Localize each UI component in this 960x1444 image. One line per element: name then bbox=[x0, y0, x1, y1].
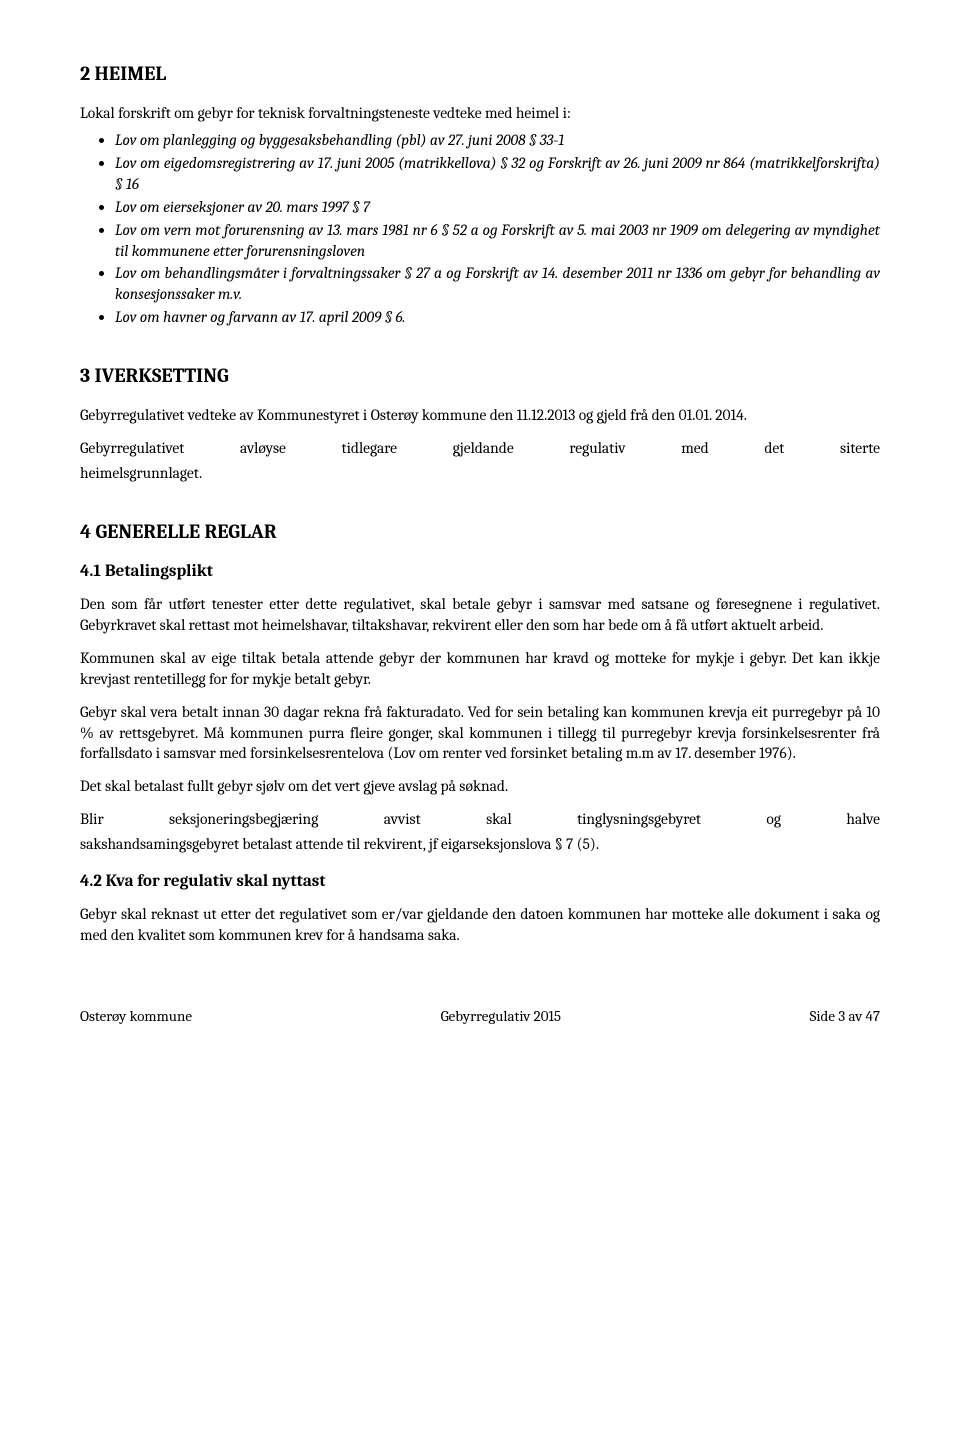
section-2-bullet-list: Lov om planlegging og byggesaksbehandlin… bbox=[80, 130, 880, 328]
footer-left: Osterøy kommune bbox=[80, 1006, 192, 1026]
section-4-1-paragraph-4: Det skal betalast fullt gebyr sjølv om d… bbox=[80, 776, 880, 797]
section-4-heading: 4 GENERELLE REGLAR bbox=[80, 518, 880, 545]
word: Gebyrregulativet bbox=[80, 438, 184, 459]
list-item: Lov om havner og farvann av 17. april 20… bbox=[115, 307, 880, 328]
footer-right: Side 3 av 47 bbox=[810, 1006, 880, 1026]
section-4-1-paragraph-1: Den som får utført tenester etter dette … bbox=[80, 594, 880, 636]
word: seksjoneringsbegjæring bbox=[169, 809, 318, 830]
word: siterte bbox=[840, 438, 880, 459]
list-item: Lov om planlegging og byggesaksbehandlin… bbox=[115, 130, 880, 151]
section-3-heading: 3 IVERKSETTING bbox=[80, 362, 880, 389]
footer-center: Gebyrregulativ 2015 bbox=[441, 1006, 561, 1026]
word: tinglysningsgebyret bbox=[577, 809, 701, 830]
list-item: Lov om eierseksjoner av 20. mars 1997 § … bbox=[115, 197, 880, 218]
list-item: Lov om behandlingsmåter i forvaltningssa… bbox=[115, 263, 880, 305]
word: det bbox=[764, 438, 784, 459]
list-item: Lov om eigedomsregistrering av 17. juni … bbox=[115, 153, 880, 195]
section-4-2-heading: 4.2 Kva for regulativ skal nyttast bbox=[80, 871, 880, 894]
section-4-1-heading: 4.1 Betalingsplikt bbox=[80, 561, 880, 584]
list-item: Lov om vern mot forurensning av 13. mars… bbox=[115, 220, 880, 262]
word: og bbox=[766, 809, 781, 830]
section-4-1-paragraph-3: Gebyr skal vera betalt innan 30 dagar re… bbox=[80, 702, 880, 765]
section-3-paragraph-1: Gebyrregulativet vedteke av Kommunestyre… bbox=[80, 405, 880, 426]
section-4-1-paragraph-5-line1: Blir seksjoneringsbegjæring avvist skal … bbox=[80, 809, 880, 830]
section-3-iverksetting: 3 IVERKSETTING Gebyrregulativet vedteke … bbox=[80, 362, 880, 484]
section-4-1-paragraph-2: Kommunen skal av eige tiltak betala atte… bbox=[80, 648, 880, 690]
word: avløyse bbox=[240, 438, 286, 459]
word: gjeldande bbox=[453, 438, 514, 459]
section-2-heimel: 2 HEIMEL Lokal forskrift om gebyr for te… bbox=[80, 60, 880, 328]
section-4-generelle-reglar: 4 GENERELLE REGLAR 4.1 Betalingsplikt De… bbox=[80, 518, 880, 946]
word: avvist bbox=[384, 809, 421, 830]
section-2-heading: 2 HEIMEL bbox=[80, 60, 880, 87]
section-4-1-paragraph-5-line2: sakshandsamingsgebyret betalast attende … bbox=[80, 834, 880, 855]
section-3-paragraph-2-line1: Gebyrregulativet avløyse tidlegare gjeld… bbox=[80, 438, 880, 459]
page-footer: Osterøy kommune Gebyrregulativ 2015 Side… bbox=[80, 1006, 880, 1026]
word: tidlegare bbox=[342, 438, 397, 459]
word: halve bbox=[846, 809, 880, 830]
section-4-2-paragraph-1: Gebyr skal reknast ut etter det regulati… bbox=[80, 904, 880, 946]
word: Blir bbox=[80, 809, 104, 830]
section-2-intro: Lokal forskrift om gebyr for teknisk for… bbox=[80, 103, 880, 124]
word: regulativ bbox=[569, 438, 625, 459]
word: med bbox=[681, 438, 709, 459]
section-3-paragraph-2-line2: heimelsgrunnlaget. bbox=[80, 463, 880, 484]
word: skal bbox=[486, 809, 512, 830]
